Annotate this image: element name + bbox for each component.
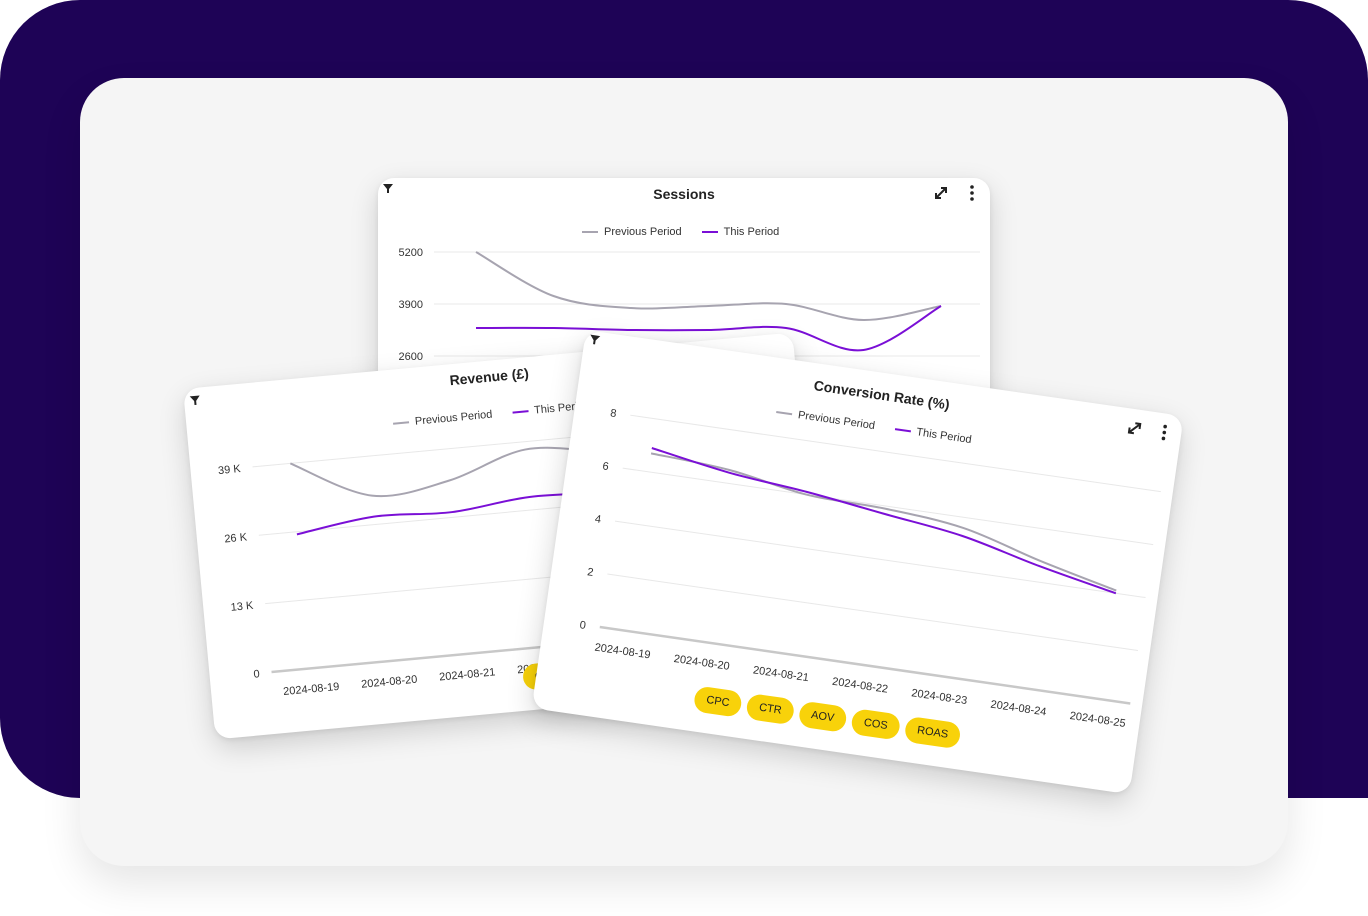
- x-axis-line: [599, 625, 1131, 705]
- gridline: [614, 520, 1146, 599]
- filter-icon[interactable]: [589, 334, 601, 346]
- expand-icon[interactable]: [1124, 418, 1144, 438]
- filter-icon[interactable]: [189, 395, 201, 406]
- x-tick-label: 2024-08-19: [594, 642, 651, 662]
- gridline: [630, 414, 1161, 493]
- legend-swatch-previous: [582, 231, 598, 233]
- gridline: [622, 467, 1154, 546]
- more-vertical-icon[interactable]: [1154, 422, 1174, 442]
- x-tick-label: 2024-08-24: [990, 699, 1047, 719]
- x-tick-label: 2024-08-19: [283, 681, 340, 698]
- expand-icon[interactable]: [932, 184, 950, 202]
- legend-swatch-current: [701, 231, 718, 233]
- x-tick-label: 2024-08-20: [361, 674, 418, 691]
- legend-label-current: This Period: [723, 226, 780, 238]
- y-tick-label: 39 K: [218, 463, 242, 477]
- y-tick-label: 13 K: [230, 600, 254, 614]
- filter-icon[interactable]: [383, 184, 393, 194]
- y-tick-label: 0: [253, 668, 260, 681]
- conversion-rate-chart-card: Conversion Rate (%) Previous Period This…: [531, 330, 1184, 795]
- legend-item-previous[interactable]: Previous Period: [582, 226, 682, 238]
- y-tick-label: 3900: [399, 299, 423, 311]
- y-tick-label: 2: [586, 566, 594, 579]
- x-tick-label: 2024-08-21: [752, 664, 809, 684]
- x-tick-label: 2024-08-25: [1069, 710, 1126, 730]
- this-period-line: [475, 305, 942, 352]
- y-tick-label: 0: [579, 619, 587, 632]
- y-tick-label: 5200: [399, 247, 423, 259]
- x-tick-label: 2024-08-23: [911, 687, 968, 707]
- x-tick-label: 2024-08-21: [439, 666, 496, 683]
- gridline: [607, 573, 1139, 651]
- previous-period-line: [475, 251, 942, 322]
- x-tick-label: 2024-08-22: [831, 676, 888, 696]
- y-tick-label: 6: [602, 460, 610, 473]
- y-tick-label: 2600: [399, 351, 423, 363]
- y-tick-label: 26 K: [224, 531, 248, 545]
- this-period-line: [651, 447, 1117, 595]
- legend-label-previous: Previous Period: [604, 226, 682, 238]
- chart-title: Sessions: [653, 186, 715, 202]
- y-tick-label: 4: [594, 513, 602, 526]
- x-tick-label: 2024-08-20: [673, 653, 730, 673]
- conversion-rate-chart: 8 6 4 2 0 2024-08-19 2024-08-20 2024-08-21 2024-…: [579, 407, 1161, 730]
- chart-legend: Previous Period This Period: [582, 226, 779, 238]
- more-vertical-icon[interactable]: [963, 184, 981, 202]
- legend-item-current[interactable]: This Period: [701, 226, 780, 238]
- previous-period-line: [650, 452, 1117, 592]
- y-tick-label: 8: [609, 407, 617, 420]
